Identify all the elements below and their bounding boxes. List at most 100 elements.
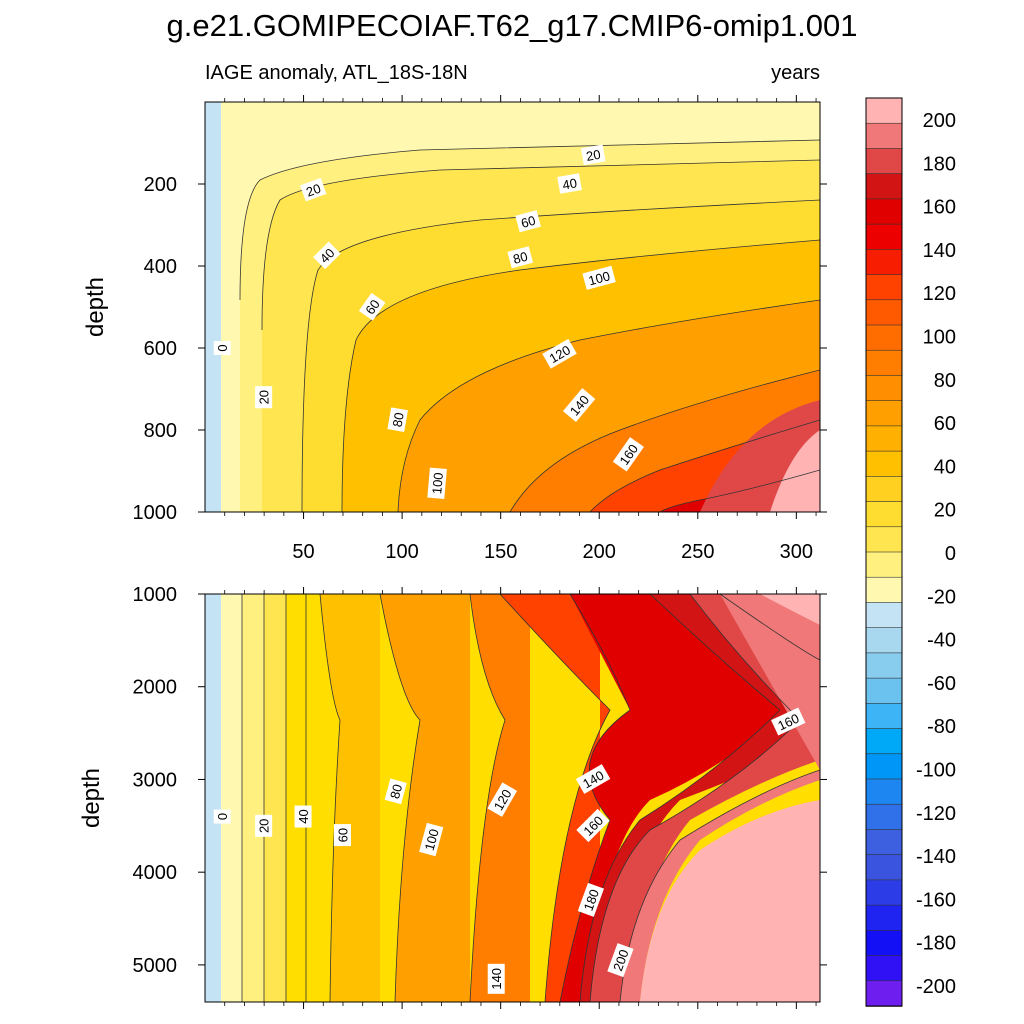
ytick-label: 4000	[133, 862, 178, 884]
upper-band-80	[342, 240, 820, 512]
contour-label: 100	[419, 822, 444, 857]
page-title: g.e21.GOMIPECOIAF.T62_g17.CMIP6-omip1.00…	[166, 8, 858, 43]
upper-line-d	[341, 239, 820, 512]
colorbar-swatch	[865, 652, 903, 679]
colorbar-swatch	[865, 122, 903, 150]
contour-label-text: 20	[257, 390, 272, 404]
contour-label-box	[577, 882, 604, 917]
upper-negative-strip	[205, 102, 221, 512]
contour-label-box	[580, 144, 606, 166]
contour-label: 200	[607, 943, 634, 978]
contour-label-text: 60	[519, 213, 537, 231]
upper-line-b	[261, 159, 820, 331]
lower-band-80	[380, 594, 470, 1002]
colorbar-swatch	[865, 299, 903, 326]
colorbar-label: 100	[923, 327, 956, 349]
xtick-label: 100	[385, 541, 418, 563]
colorbar: 200180160140120100806040200-20-40-60-80-…	[865, 97, 956, 1007]
contour-label-text: 20	[585, 147, 602, 164]
lower-band-200a	[620, 594, 820, 1002]
colorbar-label: 20	[934, 500, 956, 522]
contour-label-text: 80	[390, 411, 407, 428]
contour-label: 0	[213, 341, 231, 355]
xtick-label: 150	[484, 541, 517, 563]
contour-label: 180	[577, 882, 604, 917]
colorbar-swatch	[865, 627, 903, 654]
contour-label-text: 40	[561, 175, 578, 192]
ytick-label: 5000	[133, 955, 178, 977]
contour-label-text: 20	[257, 819, 272, 833]
colorbar-swatch	[865, 324, 903, 352]
colorbar-swatch	[865, 703, 903, 730]
colorbar-swatch	[865, 728, 903, 755]
contour-label: 80	[384, 778, 407, 805]
colorbar-frame	[865, 97, 903, 1007]
contour-label: 40	[294, 805, 312, 828]
contour-label: 60	[333, 824, 351, 847]
contour-label-text: 60	[335, 828, 350, 842]
contour-label-box	[294, 805, 312, 828]
upper-ylabel: depth	[82, 277, 109, 337]
upper-line-g	[589, 419, 820, 512]
contour-label-box	[427, 467, 447, 499]
colorbar-swatch	[865, 375, 903, 402]
colorbar-swatch	[865, 930, 903, 957]
contour-label-text: 0	[215, 813, 230, 820]
ytick-label: 3000	[133, 769, 178, 791]
colorbar-swatch	[865, 602, 903, 629]
contour-label: 80	[507, 246, 534, 269]
contour-label-text: 80	[511, 249, 529, 267]
panel-subtitle: IAGE anomaly, ATL_18S-18N	[205, 62, 468, 84]
contour-label-box	[576, 808, 610, 843]
lower-band-60	[320, 594, 380, 1002]
contour-label: 60	[515, 210, 541, 233]
contour-label-text: 100	[429, 472, 446, 495]
colorbar-swatch	[865, 349, 903, 377]
colorbar-swatch	[865, 854, 903, 881]
contour-label: 40	[313, 241, 341, 270]
contour-label-box	[515, 210, 541, 233]
colorbar-label: 200	[923, 110, 956, 132]
contour-label: 20	[580, 144, 606, 166]
xtick-label: 300	[780, 541, 813, 563]
contour-label-text: 100	[422, 827, 442, 852]
contour-label-box	[562, 388, 596, 423]
colorbar-swatch	[865, 904, 903, 932]
colorbar-swatch	[865, 576, 903, 604]
ytick-label: 1000	[133, 502, 178, 524]
lower-line-c	[379, 594, 421, 1002]
colorbar-swatch	[865, 148, 903, 175]
upper-band-100	[398, 300, 820, 512]
contour-label-box	[255, 814, 273, 837]
lower-contour-bands	[220, 594, 820, 1002]
upper-line-e	[397, 299, 820, 512]
contour-label-box	[299, 177, 327, 202]
colorbar-swatch	[865, 400, 903, 427]
contour-label: 0	[213, 809, 231, 824]
contour-label-box	[255, 386, 273, 409]
colorbar-swatch	[865, 803, 903, 831]
contour-label: 20	[255, 386, 273, 409]
contour-label: 20	[299, 177, 327, 202]
contour-label-text: 0	[215, 344, 230, 351]
colorbar-label: -200	[916, 976, 956, 998]
contour-label-box	[213, 341, 231, 355]
colorbar-label: -120	[916, 803, 956, 825]
ytick-label: 200	[144, 174, 177, 196]
colorbar-swatch	[865, 526, 903, 553]
lower-line-d	[469, 594, 506, 1002]
colorbar-swatch	[865, 778, 903, 806]
contour-label-box	[387, 407, 408, 432]
contour-label-box	[487, 963, 505, 994]
colorbar-swatch	[865, 879, 903, 906]
lower-line-b	[319, 594, 341, 1002]
lower-line-i	[619, 594, 820, 1002]
contour-label-box	[607, 943, 634, 978]
contour-label-box	[487, 782, 518, 817]
upper-contour-lines	[239, 139, 820, 512]
lower-line-a	[241, 594, 307, 1002]
ytick-label: 1000	[133, 584, 178, 606]
contour-label-box	[771, 707, 806, 736]
